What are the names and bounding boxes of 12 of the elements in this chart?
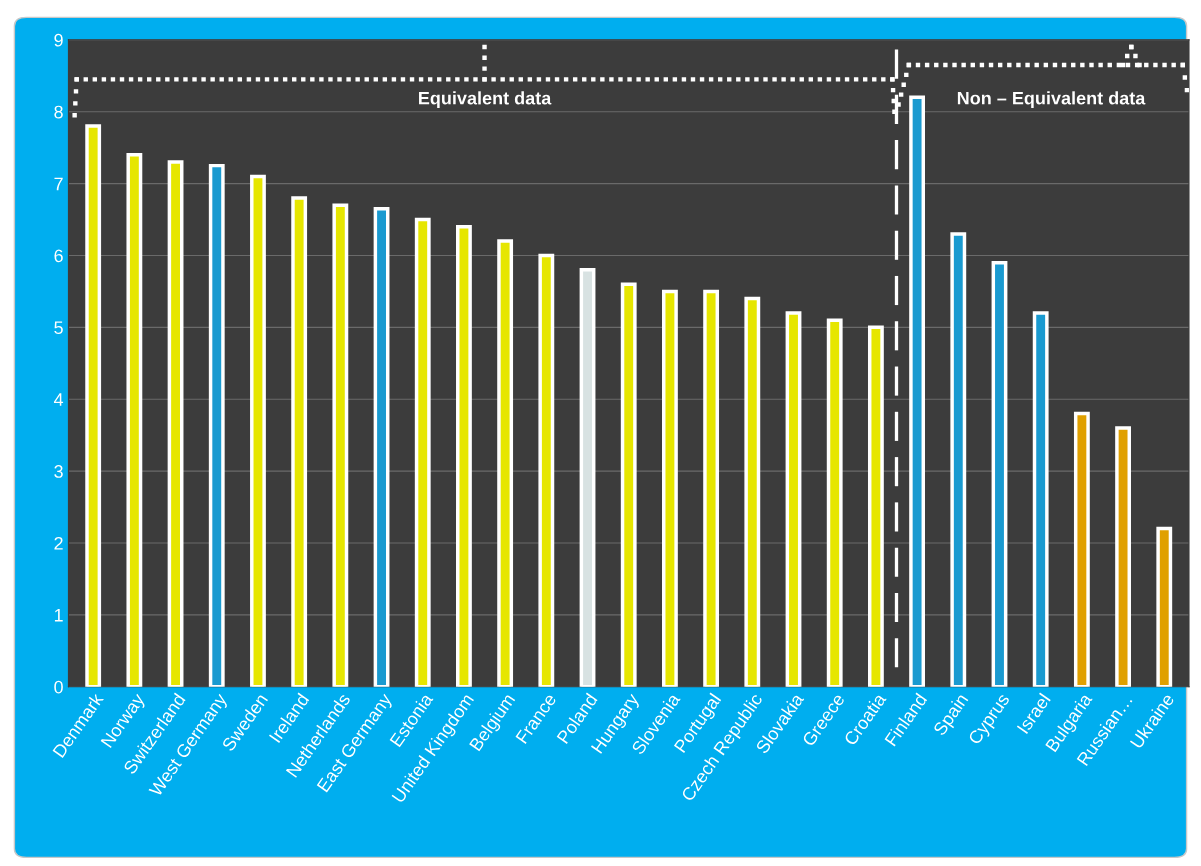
annotation: Equivalent data [419, 91, 552, 109]
y-tick-label: 0 [54, 680, 63, 694]
y-tick-label: 1 [54, 608, 63, 622]
y-tick-label: 4 [53, 393, 64, 406]
y-tick-label: 3 [54, 465, 63, 478]
y-tick-label: 7 [54, 177, 63, 191]
y-tick-label: 2 [54, 536, 63, 550]
annotation: Non – Equivalent data [957, 91, 1146, 109]
y-tick-label: 6 [54, 249, 63, 263]
y-tick-label: 8 [54, 105, 63, 119]
y-tick-label: 5 [54, 321, 63, 335]
y-tick-label: 9 [54, 33, 63, 47]
